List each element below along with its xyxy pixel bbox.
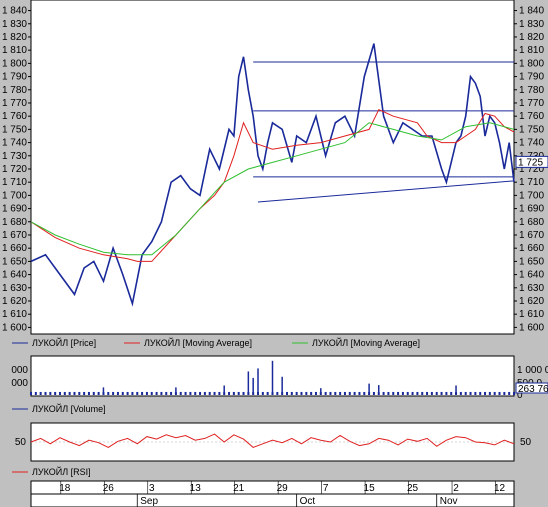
day-label: 15 [364,483,376,494]
legend-price: ЛУКОЙЛ [Price] [32,337,96,348]
day-label: 21 [233,483,245,494]
price-left-tick-label: 1 810 [2,45,27,56]
volume-legend: ЛУКОЙЛ [Volume] [12,403,106,414]
price-left-tick-label: 1 600 [2,322,27,333]
month-label: Sep [140,496,158,507]
price-panel [30,0,515,335]
rsi-line [30,433,515,448]
legend-ma-green: ЛУКОЙЛ [Moving Average] [312,337,420,348]
day-label: 13 [190,483,202,494]
price-left-tick-label: 1 650 [2,256,27,267]
price-left-tick-label: 1 770 [2,98,27,109]
legend-volume: ЛУКОЙЛ [Volume] [32,403,106,414]
price-right-tick-label: 1 630 [519,283,544,294]
price-series-line [30,43,515,307]
price-left-tick-label: 1 840 [2,6,27,17]
price-left-tick-label: 1 720 [2,164,27,175]
price-left-tick-label: 1 780 [2,85,27,96]
price-left-tick-label: 1 620 [2,296,27,307]
day-label: 26 [103,483,115,494]
price-right-tick-label: 1 810 [519,45,544,56]
day-label: 3 [149,483,155,494]
price-right-tick-label: 1 640 [519,270,544,281]
price-left-tick-label: 1 800 [2,58,27,69]
price-right-tick-label: 1 710 [519,177,544,188]
price-left-tick-label: 1 760 [2,111,27,122]
volume-right-tick-3: 0 [517,390,523,401]
price-right-tick-label: 1 600 [519,322,544,333]
rsi-left-tick: 50 [15,437,27,448]
last-price-box [515,155,548,168]
volume-last-label: 263 76 [518,384,548,395]
price-left-tick-label: 1 750 [2,124,27,135]
price-right-tick-label: 1 770 [519,98,544,109]
price-right-tick-label: 1 720 [519,164,544,175]
price-right-tick-label: 1 750 [519,124,544,135]
volume-last-box [515,382,548,394]
price-left-tick-label: 1 610 [2,309,27,320]
legend-ma-red: ЛУКОЙЛ [Moving Average] [144,337,252,348]
price-right-tick-label: 1 610 [519,309,544,320]
volume-left-tick-2: 000 [11,378,28,389]
price-left-tick-label: 1 730 [2,151,27,162]
moving-average-green-line [30,122,515,256]
price-right-tick-label: 1 760 [519,111,544,122]
price-left-tick-label: 1 640 [2,270,27,281]
day-label: 18 [59,483,71,494]
price-left-tick-label: 1 660 [2,243,27,254]
last-price-label: 1 725 [518,157,543,168]
day-label: 2 [453,483,459,494]
price-right-tick-label: 1 650 [519,256,544,267]
price-right-tick-label: 1 700 [519,190,544,201]
price-right-tick-label: 1 790 [519,72,544,83]
price-left-tick-label: 1 630 [2,283,27,294]
price-left-tick-label: 1 790 [2,72,27,83]
price-right-tick-label: 1 740 [519,138,544,149]
trend-line [257,180,515,203]
rsi-legend: ЛУКОЙЛ [RSI] [12,466,91,477]
day-label: 29 [277,483,289,494]
volume-left-tick-1: 000 [11,365,28,376]
price-right-tick-label: 1 830 [519,19,544,30]
day-label: 25 [407,483,419,494]
month-label: Nov [440,496,458,507]
price-right-tick-label: 1 680 [519,217,544,228]
rsi-right-tick: 50 [520,437,532,448]
price-right-tick-label: 1 800 [519,58,544,69]
price-left-tick-label: 1 670 [2,230,27,241]
price-right-tick-label: 1 620 [519,296,544,307]
price-left-tick-label: 1 830 [2,19,27,30]
price-right-tick-label: 1 840 [519,6,544,17]
price-left-tick-label: 1 690 [2,204,27,215]
month-label: Oct [300,496,316,507]
moving-average-red-line [30,108,515,262]
price-right-tick-label: 1 670 [519,230,544,241]
price-legend: ЛУКОЙЛ [Price] ЛУКОЙЛ [Moving Average] Л… [12,337,420,348]
price-left-tick-label: 1 700 [2,190,27,201]
price-right-tick-label: 1 690 [519,204,544,215]
price-right-tick-label: 1 660 [519,243,544,254]
price-left-tick-label: 1 740 [2,138,27,149]
volume-right-tick-1: 1 000 0 [517,365,548,376]
day-label: 12 [494,483,506,494]
day-label: 7 [323,483,329,494]
legend-rsi: ЛУКОЙЛ [RSI] [32,466,91,477]
price-left-tick-label: 1 680 [2,217,27,228]
price-left-tick-label: 1 820 [2,32,27,43]
price-right-tick-label: 1 780 [519,85,544,96]
price-right-tick-label: 1 820 [519,32,544,43]
price-left-tick-label: 1 710 [2,177,27,188]
